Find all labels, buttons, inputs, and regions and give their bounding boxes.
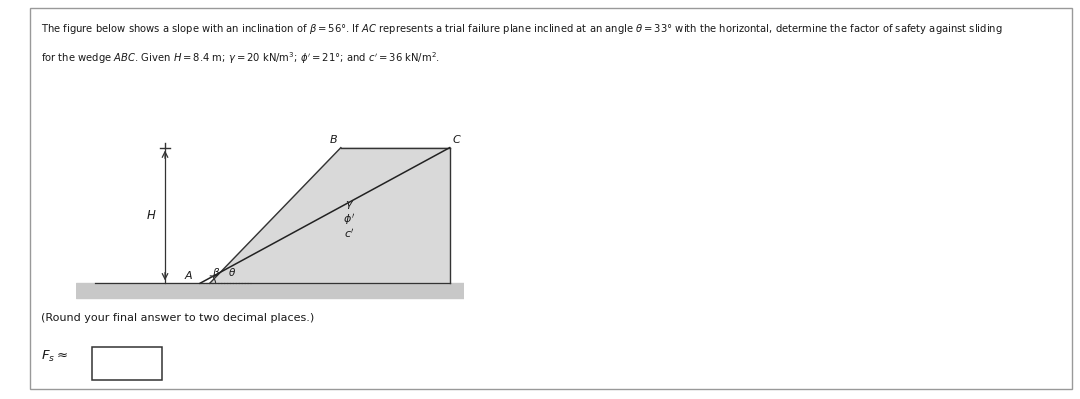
Text: $A$: $A$ [185,269,193,281]
Text: $c'$: $c'$ [343,227,354,239]
Polygon shape [210,148,449,283]
Text: The figure below shows a slope with an inclination of $\beta = 56°$. If $AC$ rep: The figure below shows a slope with an i… [41,22,1002,36]
Text: for the wedge $ABC$. Given $H = 8.4$ m; $\gamma = 20$ kN/m$^3$; $\phi' = 21°$; a: for the wedge $ABC$. Given $H = 8.4$ m; … [41,50,440,66]
Text: $B$: $B$ [328,133,338,145]
Text: $\beta$: $\beta$ [213,266,220,280]
Text: $\phi'$: $\phi'$ [343,212,355,227]
Text: (Round your final answer to two decimal places.): (Round your final answer to two decimal … [41,313,314,323]
Text: $\theta$: $\theta$ [228,267,237,279]
Text: $C$: $C$ [451,133,461,145]
Bar [92,347,162,380]
Text: $F_s \approx$: $F_s \approx$ [41,349,68,364]
Text: $H$: $H$ [146,209,157,222]
Text: $\gamma$: $\gamma$ [345,199,354,211]
Polygon shape [76,283,464,298]
